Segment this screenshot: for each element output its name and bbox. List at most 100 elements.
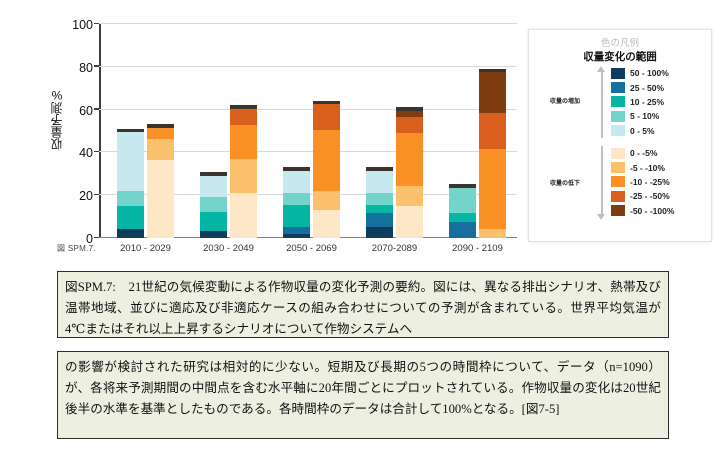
bar-cap — [147, 124, 174, 128]
gridline — [99, 151, 517, 153]
decrease-arrow-icon — [597, 146, 607, 220]
bar-segment — [313, 104, 340, 130]
legend-item-label: 0 - -5% — [630, 148, 658, 159]
legend-item[interactable]: 0 - 5% — [611, 124, 669, 138]
legend-item-label: 5 - 10% — [630, 111, 660, 122]
legend-item-label: 25 - 50% — [630, 82, 665, 93]
bar-segment — [366, 193, 393, 205]
legend-increase-label: 収量の増加 — [549, 99, 580, 105]
legend-color-swatch — [611, 205, 625, 217]
bar-segment — [200, 197, 227, 213]
bar[interactable] — [230, 105, 257, 238]
x-tick-label: 2030 - 2049 — [203, 243, 254, 254]
bar-cap — [313, 100, 340, 105]
bar-segment — [366, 213, 393, 228]
legend-decrease-items: 0 - -5% -5 - -10% -10 - -25% -25 - -50% -50 … — [611, 146, 674, 218]
legend-item[interactable]: 5 - 10% — [611, 109, 669, 123]
bar-segment — [449, 213, 476, 222]
bar-segment — [396, 205, 423, 238]
gridline — [99, 108, 517, 110]
bar[interactable] — [313, 100, 340, 238]
legend-title: 収量変化の範囲 — [583, 51, 657, 63]
arrow-shaft — [601, 71, 603, 138]
legend-item[interactable]: 10 - 25% — [611, 95, 669, 109]
bar-cap — [449, 184, 476, 188]
bar[interactable] — [449, 184, 476, 238]
bar-segment — [313, 129, 340, 191]
bar-segment — [479, 112, 506, 150]
bar-segment — [396, 117, 423, 134]
x-tick-label: 2070-2089 — [371, 243, 418, 254]
bar-segment — [200, 175, 227, 198]
increase-arrow-icon — [597, 66, 607, 138]
figure-container: 収量予測% 0 20 40 60 80 100 2010 - 2029 2030 - 204… — [50, 18, 712, 254]
chart-legend: 色の凡例 収量変化の範囲 収量の増加 50 - 100% 25 - 50% 10 -… — [528, 29, 712, 242]
legend-item[interactable]: 0 - -5% — [611, 146, 674, 160]
y-tick-mark — [94, 65, 99, 67]
bar-cap — [479, 68, 506, 73]
bar-segment — [396, 185, 423, 206]
bar-segment — [396, 110, 423, 118]
bar[interactable] — [283, 167, 310, 238]
bar-segment — [147, 159, 174, 238]
bar-segment — [200, 212, 227, 231]
y-tick-label: 60 — [79, 103, 93, 118]
bar[interactable] — [479, 68, 506, 238]
bar-segment — [230, 193, 257, 238]
bar-segment — [479, 229, 506, 238]
bar[interactable] — [396, 107, 423, 238]
bar-segment — [283, 193, 310, 205]
bar-group — [117, 124, 174, 238]
caption-text-2: の影響が検討された研究は相対的に少ない。短期及び長期の5つの時間枠について、デー… — [65, 360, 661, 416]
bar[interactable] — [147, 124, 174, 238]
bar[interactable] — [366, 167, 393, 238]
bar-segment — [117, 205, 144, 230]
legend-color-swatch — [611, 190, 625, 202]
bar[interactable] — [200, 172, 227, 238]
bar-segment — [313, 190, 340, 211]
bar-segment — [366, 227, 393, 238]
bar-segment — [230, 124, 257, 159]
legend-item[interactable]: -25 - -50% — [611, 189, 674, 203]
legend-color-swatch — [611, 147, 625, 159]
caption-box-1: 図SPM.7: 21世紀の気候変動による作物収量の変化予測の要約。図には、異なる… — [57, 271, 669, 338]
legend-item-label: 50 - 100% — [630, 68, 669, 79]
bar-cap — [366, 167, 393, 171]
gridline — [99, 65, 517, 67]
y-tick-label: 100 — [72, 18, 93, 32]
y-tick-mark — [94, 193, 99, 196]
y-tick-mark — [94, 236, 99, 238]
bar-segment — [366, 170, 393, 194]
y-tick-mark — [94, 108, 99, 110]
bar-cap — [396, 107, 423, 111]
legend-item[interactable]: -50 - -100% — [611, 204, 674, 218]
bar[interactable] — [117, 128, 144, 238]
bar-segment — [449, 221, 476, 238]
bar-group — [449, 68, 506, 238]
bar-segment — [230, 158, 257, 194]
bar-segment — [313, 210, 340, 238]
x-tick-label: 2050 - 2069 — [286, 243, 337, 254]
y-tick-label: 20 — [79, 189, 93, 204]
caption-box-2: の影響が検討された研究は相対的に少ない。短期及び長期の5つの時間枠について、デー… — [57, 351, 669, 439]
legend-color-swatch — [611, 162, 625, 174]
bar-segment — [283, 233, 310, 238]
arrow-head — [597, 66, 605, 72]
bar-group — [366, 107, 423, 238]
y-axis-line — [99, 24, 101, 238]
bar-segment — [230, 108, 257, 125]
legend-color-swatch — [611, 176, 625, 188]
legend-item[interactable]: 50 - 100% — [611, 66, 669, 80]
legend-color-swatch — [611, 96, 625, 108]
bar-cap — [200, 172, 227, 176]
legend-item-label: -50 - -100% — [630, 205, 675, 216]
caption-text-1: 図SPM.7: 21世紀の気候変動による作物収量の変化予測の要約。図には、異なる… — [65, 280, 661, 336]
bar-segment — [396, 133, 423, 186]
legend-item-label: -10 - -25% — [630, 176, 670, 187]
legend-item[interactable]: -10 - -25% — [611, 175, 674, 189]
legend-color-swatch — [611, 110, 625, 122]
bar-segment — [117, 190, 144, 206]
legend-item[interactable]: 25 - 50% — [611, 80, 669, 94]
legend-subtitle: 色の凡例 — [600, 38, 639, 49]
legend-item[interactable]: -5 - -10% — [611, 160, 674, 174]
